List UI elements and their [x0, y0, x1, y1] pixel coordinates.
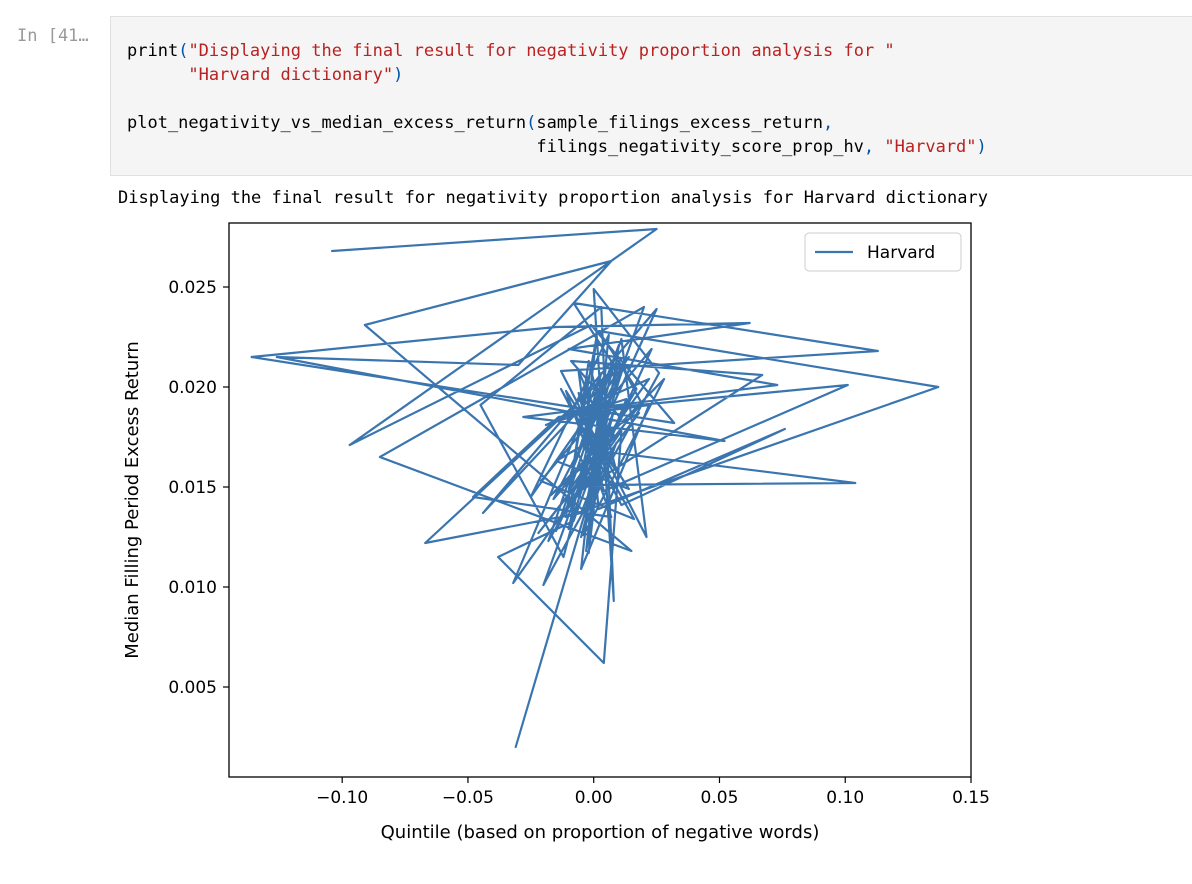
series-line-harvard — [250, 227, 940, 749]
y-axis: 0.005 0.010 0.015 0.020 0.025 — [168, 278, 229, 698]
y-tick-label: 0.005 — [168, 678, 217, 698]
code-token: plot_negativity_vs_median_excess_return — [127, 113, 527, 133]
legend-label: Harvard — [867, 243, 935, 263]
code-line: print("Displaying the final result for n… — [127, 41, 895, 61]
x-tick-label: 0.10 — [826, 788, 864, 808]
code-punct-token: ) — [976, 137, 987, 157]
code-punct-token: , — [823, 113, 834, 133]
code-string-token: "Harvard dictionary" — [188, 65, 394, 85]
cell-output-text: Displaying the final result for negativi… — [118, 188, 988, 208]
plot-frame — [228, 222, 972, 778]
y-tick-label: 0.010 — [168, 578, 217, 598]
code-line: "Harvard dictionary") — [127, 65, 403, 85]
code-cell-input[interactable]: print("Displaying the final result for n… — [110, 16, 1192, 176]
code-token: sample_filings_excess_return — [536, 113, 823, 133]
x-tick-label: 0.15 — [952, 788, 990, 808]
code-line: plot_negativity_vs_median_excess_return(… — [127, 113, 833, 133]
code-punct-token: ) — [393, 65, 404, 85]
x-tick-label: 0.00 — [575, 788, 613, 808]
code-token — [127, 65, 188, 85]
legend: Harvard — [804, 232, 962, 272]
code-punct-token: ( — [526, 113, 537, 133]
code-editor[interactable]: print("Displaying the final result for n… — [127, 39, 987, 159]
y-tick-label: 0.015 — [168, 478, 217, 498]
x-tick-label: −0.05 — [442, 788, 494, 808]
y-tick-label: 0.020 — [168, 378, 217, 398]
code-string-token: "Harvard" — [884, 137, 977, 157]
x-tick-label: 0.05 — [701, 788, 739, 808]
series-layer — [250, 227, 940, 749]
x-axis-label: Quintile (based on proportion of negativ… — [381, 822, 820, 843]
code-token: filings_negativity_score_prop_hv — [127, 137, 864, 157]
code-punct-token: , — [863, 137, 885, 157]
x-tick-label: −0.10 — [316, 788, 368, 808]
code-line: filings_negativity_score_prop_hv, "Harva… — [127, 137, 987, 157]
x-axis: −0.10 −0.05 0.00 0.05 0.10 0.15 — [316, 777, 990, 808]
y-tick-label: 0.025 — [168, 278, 217, 298]
code-string-token: "Displaying the final result for negativ… — [188, 41, 895, 61]
cell-prompt: In [41… — [17, 26, 89, 46]
code-punct-token: ( — [178, 41, 189, 61]
plot-area-background — [229, 223, 971, 777]
chart-figure: −0.10 −0.05 0.00 0.05 0.10 0.15 0.0050.0100.0… — [122, 222, 990, 843]
y-axis-label: Median Filling Period Excess Return — [122, 341, 143, 659]
legend-box — [804, 232, 962, 272]
code-token: print — [127, 41, 179, 61]
